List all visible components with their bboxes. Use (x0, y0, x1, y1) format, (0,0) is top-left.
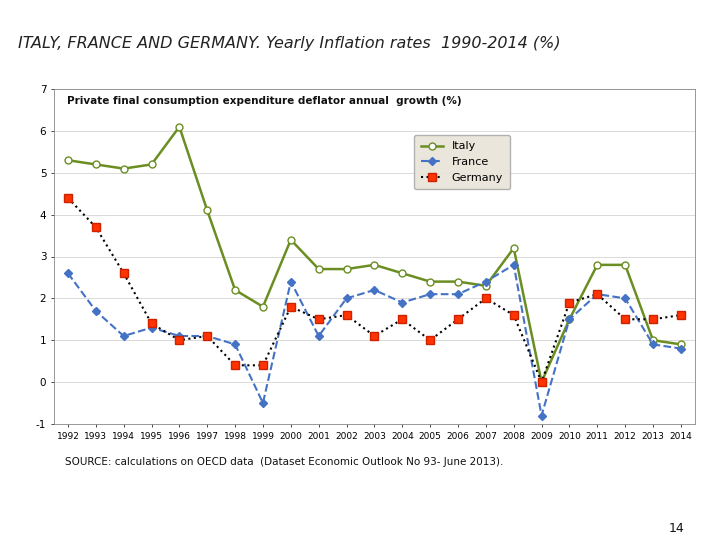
Text: SOURCE: calculations on OECD data  (Dataset Economic Outlook No 93- June 2013).: SOURCE: calculations on OECD data (Datas… (65, 457, 503, 467)
Text: 14: 14 (668, 522, 684, 535)
Text: ITALY, FRANCE AND GERMANY. Yearly Inflation rates  1990-2014 (%): ITALY, FRANCE AND GERMANY. Yearly Inflat… (18, 36, 561, 51)
Text: Private final consumption expenditure deflator annual  growth (%): Private final consumption expenditure de… (67, 96, 462, 106)
Legend: Italy, France, Germany: Italy, France, Germany (414, 135, 510, 190)
